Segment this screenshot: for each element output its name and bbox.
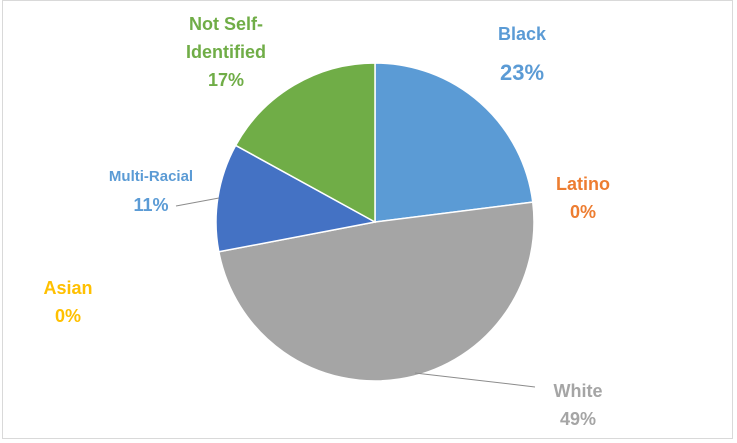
- label-not-self-identified-line-1: Not Self-: [189, 14, 263, 34]
- label-asian: Asian: [43, 278, 92, 298]
- pie-slices: [215, 62, 535, 382]
- leader-multi-racial: [175, 197, 220, 207]
- label-multi-racial: Multi-Racial: [109, 168, 193, 185]
- label-latino: Latino: [556, 174, 610, 194]
- value-black: 23%: [500, 60, 544, 85]
- label-white: White: [554, 381, 603, 401]
- value-latino: 0%: [570, 202, 596, 222]
- slice-black: [374, 62, 534, 223]
- value-asian: 0%: [55, 306, 81, 326]
- slice-not-self-identified: [234, 62, 376, 224]
- value-white: 49%: [560, 409, 596, 429]
- data-labels: Black 23% Latino 0% White 49% Asian 0% Multi-Rac…: [43, 14, 610, 429]
- leader-white: [414, 372, 536, 388]
- label-not-self-identified-line-2: Identified: [186, 42, 266, 62]
- leader-lines: [175, 197, 536, 388]
- slice-multi-racial: [215, 144, 378, 253]
- slice-white: [217, 201, 535, 382]
- label-black: Black: [498, 24, 547, 44]
- value-not-self-identified: 17%: [208, 70, 244, 90]
- value-multi-racial: 11%: [133, 195, 168, 215]
